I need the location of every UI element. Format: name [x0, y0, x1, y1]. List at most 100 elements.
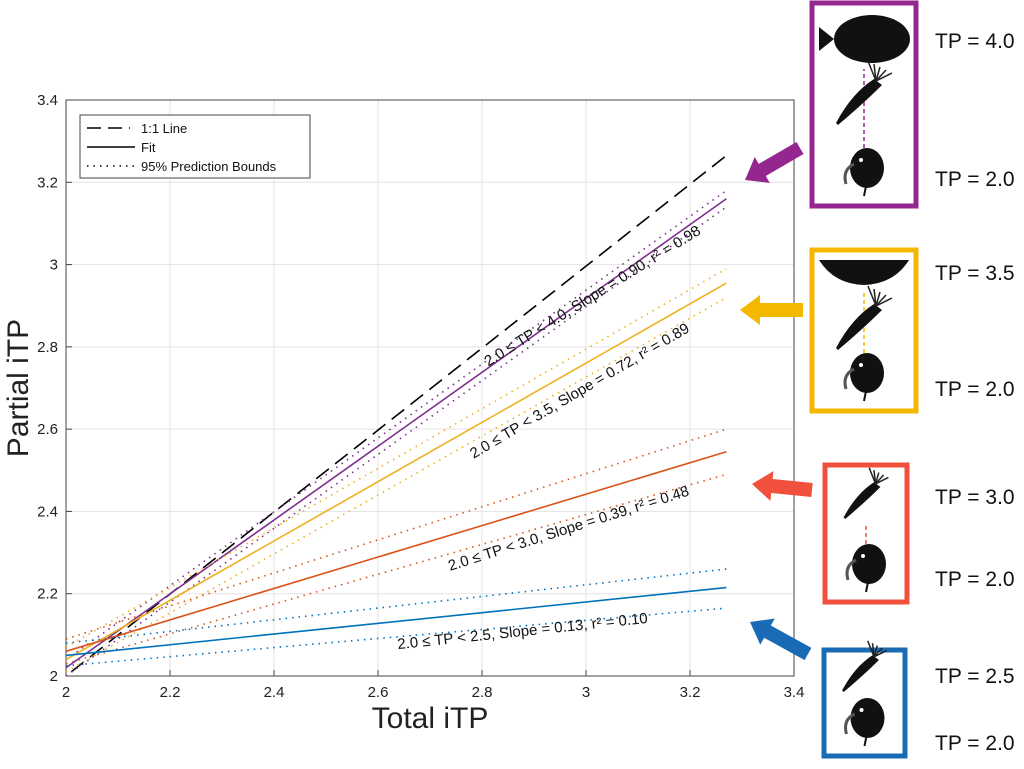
copepod-antenna-icon [875, 69, 887, 82]
copepod-antenna-icon [867, 285, 877, 307]
flatfish-icon [834, 15, 910, 63]
zooplankton-antenna-icon [843, 367, 855, 390]
y-tick-label: 3 [50, 257, 58, 274]
zooplankton-icon [850, 698, 885, 738]
y-tick-label: 2.8 [37, 339, 58, 356]
copepod-antenna-icon [875, 476, 889, 485]
fit-annotation: 2.0 ≤ TP < 2.5, Slope = 0.13, r² = 0.10 [397, 610, 649, 653]
zooplankton-tail-icon [863, 185, 867, 197]
x-tick-label: 2.8 [472, 684, 493, 701]
trophic-panel-0: TP = 4.0 TP = 2.0 [744, 0, 1015, 209]
annotations: 2.0 ≤ TP < 4.0, Slope = 0.90, r² = 0.982… [397, 222, 704, 653]
zooplankton-eye-icon [859, 363, 863, 367]
lower-prediction-bound [65, 473, 727, 665]
x-tick-label: 2 [62, 684, 70, 701]
one-to-one-line [70, 154, 727, 673]
arrow-icon [749, 618, 812, 661]
x-tick-label: 2.2 [160, 684, 181, 701]
legend-entry-bounds: 95% Prediction Bounds [141, 159, 277, 174]
arrow-shape [749, 618, 812, 661]
copepod-antenna-icon [873, 288, 877, 307]
y-tick-label: 2.2 [37, 586, 58, 603]
flatfish-tail-icon [819, 27, 834, 51]
series-3 [65, 568, 727, 667]
fit-annotation: 2.0 ≤ TP < 4.0, Slope = 0.90, r² = 0.98 [481, 222, 703, 370]
arrow-shape [751, 471, 813, 501]
series-2 [65, 428, 727, 665]
zooplankton-icon [852, 544, 886, 584]
fit-line [65, 198, 727, 669]
zooplankton-icon [850, 148, 884, 188]
copepod-antenna-icon [874, 472, 880, 485]
y-tick-label: 2 [50, 668, 58, 685]
fit-line [65, 451, 727, 653]
x-tick-label: 2.6 [368, 684, 389, 701]
zooplankton-eye-icon [861, 554, 865, 558]
y-tick-label: 2.4 [37, 503, 58, 520]
zooplankton-eye-icon [859, 708, 864, 712]
tp-top-label: TP = 2.5 [935, 665, 1015, 688]
arrow-shape [744, 141, 804, 183]
grid [65, 99, 795, 677]
zooplankton-tail-icon [863, 735, 868, 747]
x-tick-label: 2.4 [264, 684, 285, 701]
trophic-panel-1: TP = 3.5 TP = 2.0 [740, 247, 1015, 414]
trophic-panel-3: TP = 2.5 TP = 2.0 [749, 618, 1015, 759]
legend-entry-fit: Fit [141, 140, 156, 155]
zooplankton-eye-icon [859, 158, 863, 162]
flatfish-icon [819, 260, 909, 285]
copepod-antenna-icon [873, 645, 879, 658]
upper-prediction-bound [65, 189, 727, 661]
copepod-antenna-icon [875, 72, 893, 82]
ticks: 2 2.2 2.4 2.6 2.8 3 3.2 3.4 2 2.2 2.4 2.6 2.8 3 3.2 3.4 [37, 92, 804, 701]
copepod-icon [842, 655, 879, 692]
copepod-antenna-icon [867, 60, 877, 82]
upper-prediction-bound [65, 568, 727, 644]
y-axis-label: Partial iTP [2, 319, 35, 457]
tp-top-label: TP = 3.0 [935, 486, 1015, 509]
y-tick-label: 3.4 [37, 92, 58, 109]
legend-entry-1to1: 1:1 Line [141, 121, 187, 136]
copepod-antenna-icon [875, 291, 881, 307]
tp-top-label: TP = 3.5 [935, 262, 1015, 285]
tp-bottom-label: TP = 2.0 [935, 168, 1015, 191]
copepod-icon [836, 79, 882, 125]
trophic-panel-2: TP = 3.0 TP = 2.0 [751, 462, 1015, 605]
x-tick-label: 3.4 [784, 684, 805, 701]
zooplankton-tail-icon [863, 390, 867, 402]
zooplankton-antenna-icon [844, 712, 856, 735]
copepod-icon [843, 482, 881, 519]
zooplankton-antenna-icon [843, 162, 855, 185]
copepod-antenna-icon [875, 294, 887, 307]
copepod-icon [836, 304, 882, 350]
y-tick-label: 3.2 [37, 174, 58, 191]
series-1 [65, 267, 727, 673]
copepod-antenna-icon [873, 470, 877, 484]
tp-bottom-label: TP = 2.0 [935, 568, 1015, 591]
lines [65, 154, 727, 677]
copepod-antenna-icon [873, 63, 877, 82]
upper-prediction-bound [65, 267, 727, 648]
x-tick-label: 3.2 [680, 684, 701, 701]
series-0 [65, 189, 727, 677]
copepod-antenna-icon [873, 649, 888, 658]
x-axis-label: Total iTP [372, 702, 489, 735]
trophic-panels: TP = 4.0TP = 2.0TP = 3.5TP = 2.0TP = 3.0… [740, 0, 1015, 759]
zooplankton-tail-icon [865, 581, 869, 593]
fit-line [65, 282, 727, 661]
upper-prediction-bound [65, 428, 727, 640]
x-tick-label: 3 [582, 684, 590, 701]
copepod-antenna-icon [875, 297, 893, 307]
copepod-antenna-icon [871, 643, 875, 657]
arrow-icon [740, 295, 803, 325]
y-tick-label: 2.6 [37, 421, 58, 438]
tp-top-label: TP = 4.0 [935, 30, 1015, 53]
legend: 1:1 Line Fit 95% Prediction Bounds [79, 114, 311, 179]
arrow-icon [751, 471, 813, 501]
fit-annotation: 2.0 ≤ TP < 3.5, Slope = 0.72, r² = 0.89 [467, 320, 692, 462]
plot-area-frame [65, 99, 795, 677]
tp-bottom-label: TP = 2.0 [935, 732, 1015, 755]
fit-line [65, 586, 727, 657]
zooplankton-antenna-icon [845, 558, 857, 581]
